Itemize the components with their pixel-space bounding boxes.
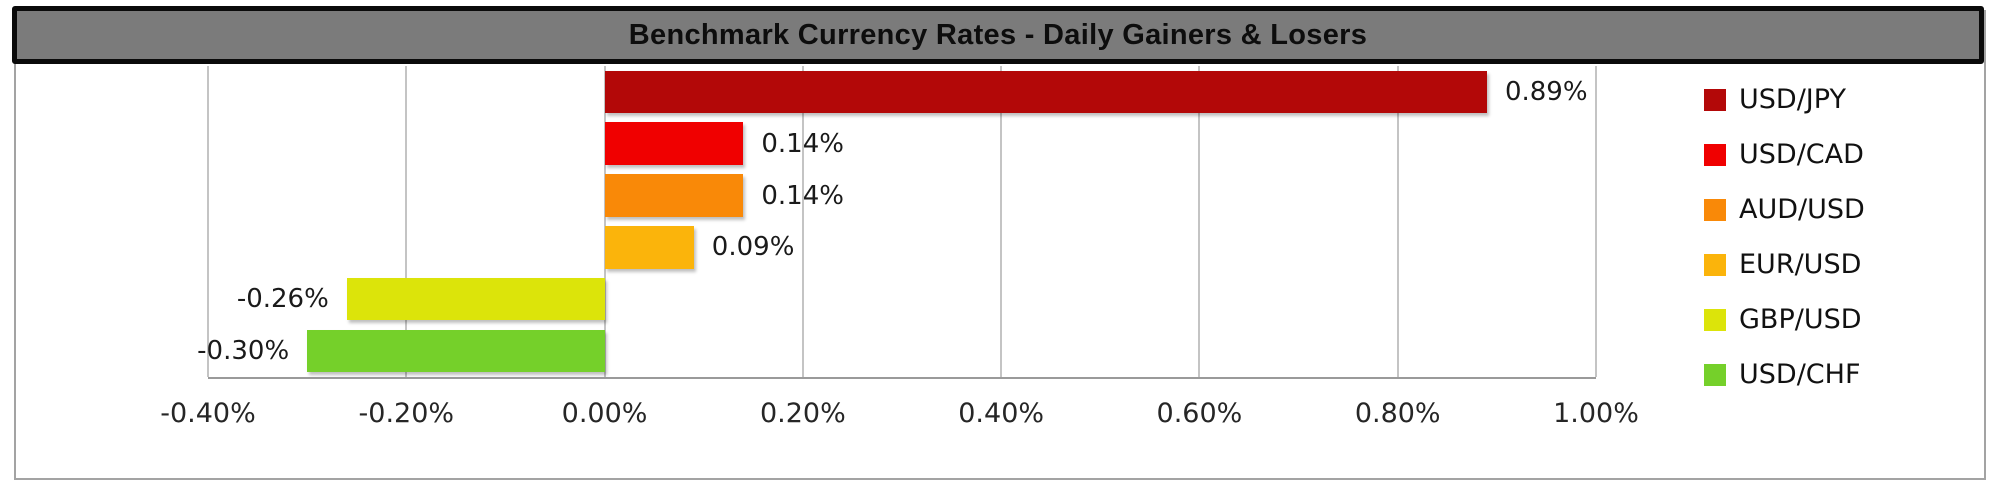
legend-item-eur-usd: EUR/USD (1704, 237, 1865, 292)
legend-item-aud-usd: AUD/USD (1704, 182, 1865, 237)
legend-swatch-icon (1704, 253, 1726, 276)
bar-row-gbp-usd: -0.26% (208, 273, 1596, 325)
legend-swatch-icon (1704, 308, 1726, 331)
legend-label: USD/JPY (1739, 84, 1846, 115)
legend: USD/JPY USD/CAD AUD/USD EUR/USD GBP/USD … (1704, 72, 1865, 402)
x-tick-label: 0.20% (759, 398, 846, 429)
gridline (1198, 66, 1201, 377)
bar-value-label: 0.14% (761, 128, 844, 159)
x-tick-label: -0.20% (358, 398, 455, 429)
bars-layer: 0.89% 0.14% 0.14% 0.09% -0.26% -0.30% (197, 66, 1596, 377)
gridline (207, 66, 209, 377)
legend-item-gbp-usd: GBP/USD (1704, 292, 1865, 347)
x-tick-label: 0.40% (958, 398, 1045, 429)
legend-item-usd-cad: USD/CAD (1704, 127, 1865, 182)
legend-label: EUR/USD (1739, 249, 1862, 280)
legend-label: AUD/USD (1739, 194, 1865, 225)
gridline (1000, 66, 1003, 377)
x-tick-label: -0.40% (160, 398, 256, 429)
bar-usd-cad (604, 122, 744, 165)
bar-row-aud-usd: 0.14% (208, 170, 1596, 222)
bar-eur-usd (604, 226, 694, 269)
bar-aud-usd (604, 174, 744, 217)
gridline (603, 66, 606, 377)
legend-label: GBP/USD (1739, 304, 1862, 335)
bar-usd-jpy (604, 70, 1487, 114)
bar-row-usd-cad: 0.14% (208, 118, 1596, 170)
gridline (1595, 66, 1597, 377)
legend-label: USD/CAD (1739, 139, 1864, 170)
bar-value-label: 0.14% (761, 180, 844, 211)
bar-row-usd-jpy: 0.89% (208, 66, 1596, 118)
chart-title-band: Benchmark Currency Rates - Daily Gainers… (12, 6, 1984, 64)
legend-swatch-icon (1704, 143, 1726, 166)
bar-row-eur-usd: 0.09% (208, 221, 1596, 273)
legend-swatch-icon (1704, 363, 1726, 386)
x-tick-label: 0.60% (1156, 398, 1243, 429)
bar-row-usd-chf: -0.30% (197, 325, 1596, 377)
gridline (801, 66, 804, 377)
legend-item-usd-chf: USD/CHF (1704, 347, 1865, 402)
x-tick-label: 0.00% (561, 398, 648, 429)
legend-label: USD/CHF (1739, 359, 1861, 390)
chart-title: Benchmark Currency Rates - Daily Gainers… (628, 18, 1368, 51)
legend-swatch-icon (1704, 198, 1726, 221)
legend-swatch-icon (1704, 88, 1726, 111)
gridline (405, 66, 408, 377)
bar-value-label: -0.30% (197, 336, 290, 367)
legend-item-usd-jpy: USD/JPY (1704, 72, 1865, 127)
x-tick-label: 1.00% (1553, 398, 1639, 429)
bar-value-label: -0.26% (236, 284, 329, 315)
gridline (1396, 66, 1399, 377)
bar-value-label: 0.09% (711, 232, 795, 263)
x-tick-label: 0.80% (1354, 398, 1441, 429)
bar-value-label: 0.89% (1504, 76, 1588, 107)
plot-area: 0.89% 0.14% 0.14% 0.09% -0.26% -0.30% (197, 66, 1597, 379)
bar-usd-chf (307, 329, 605, 373)
x-axis: -0.40% -0.20% 0.00% 0.20% 0.40% 0.60% 0.… (160, 398, 1639, 438)
bar-gbp-usd (346, 277, 605, 321)
